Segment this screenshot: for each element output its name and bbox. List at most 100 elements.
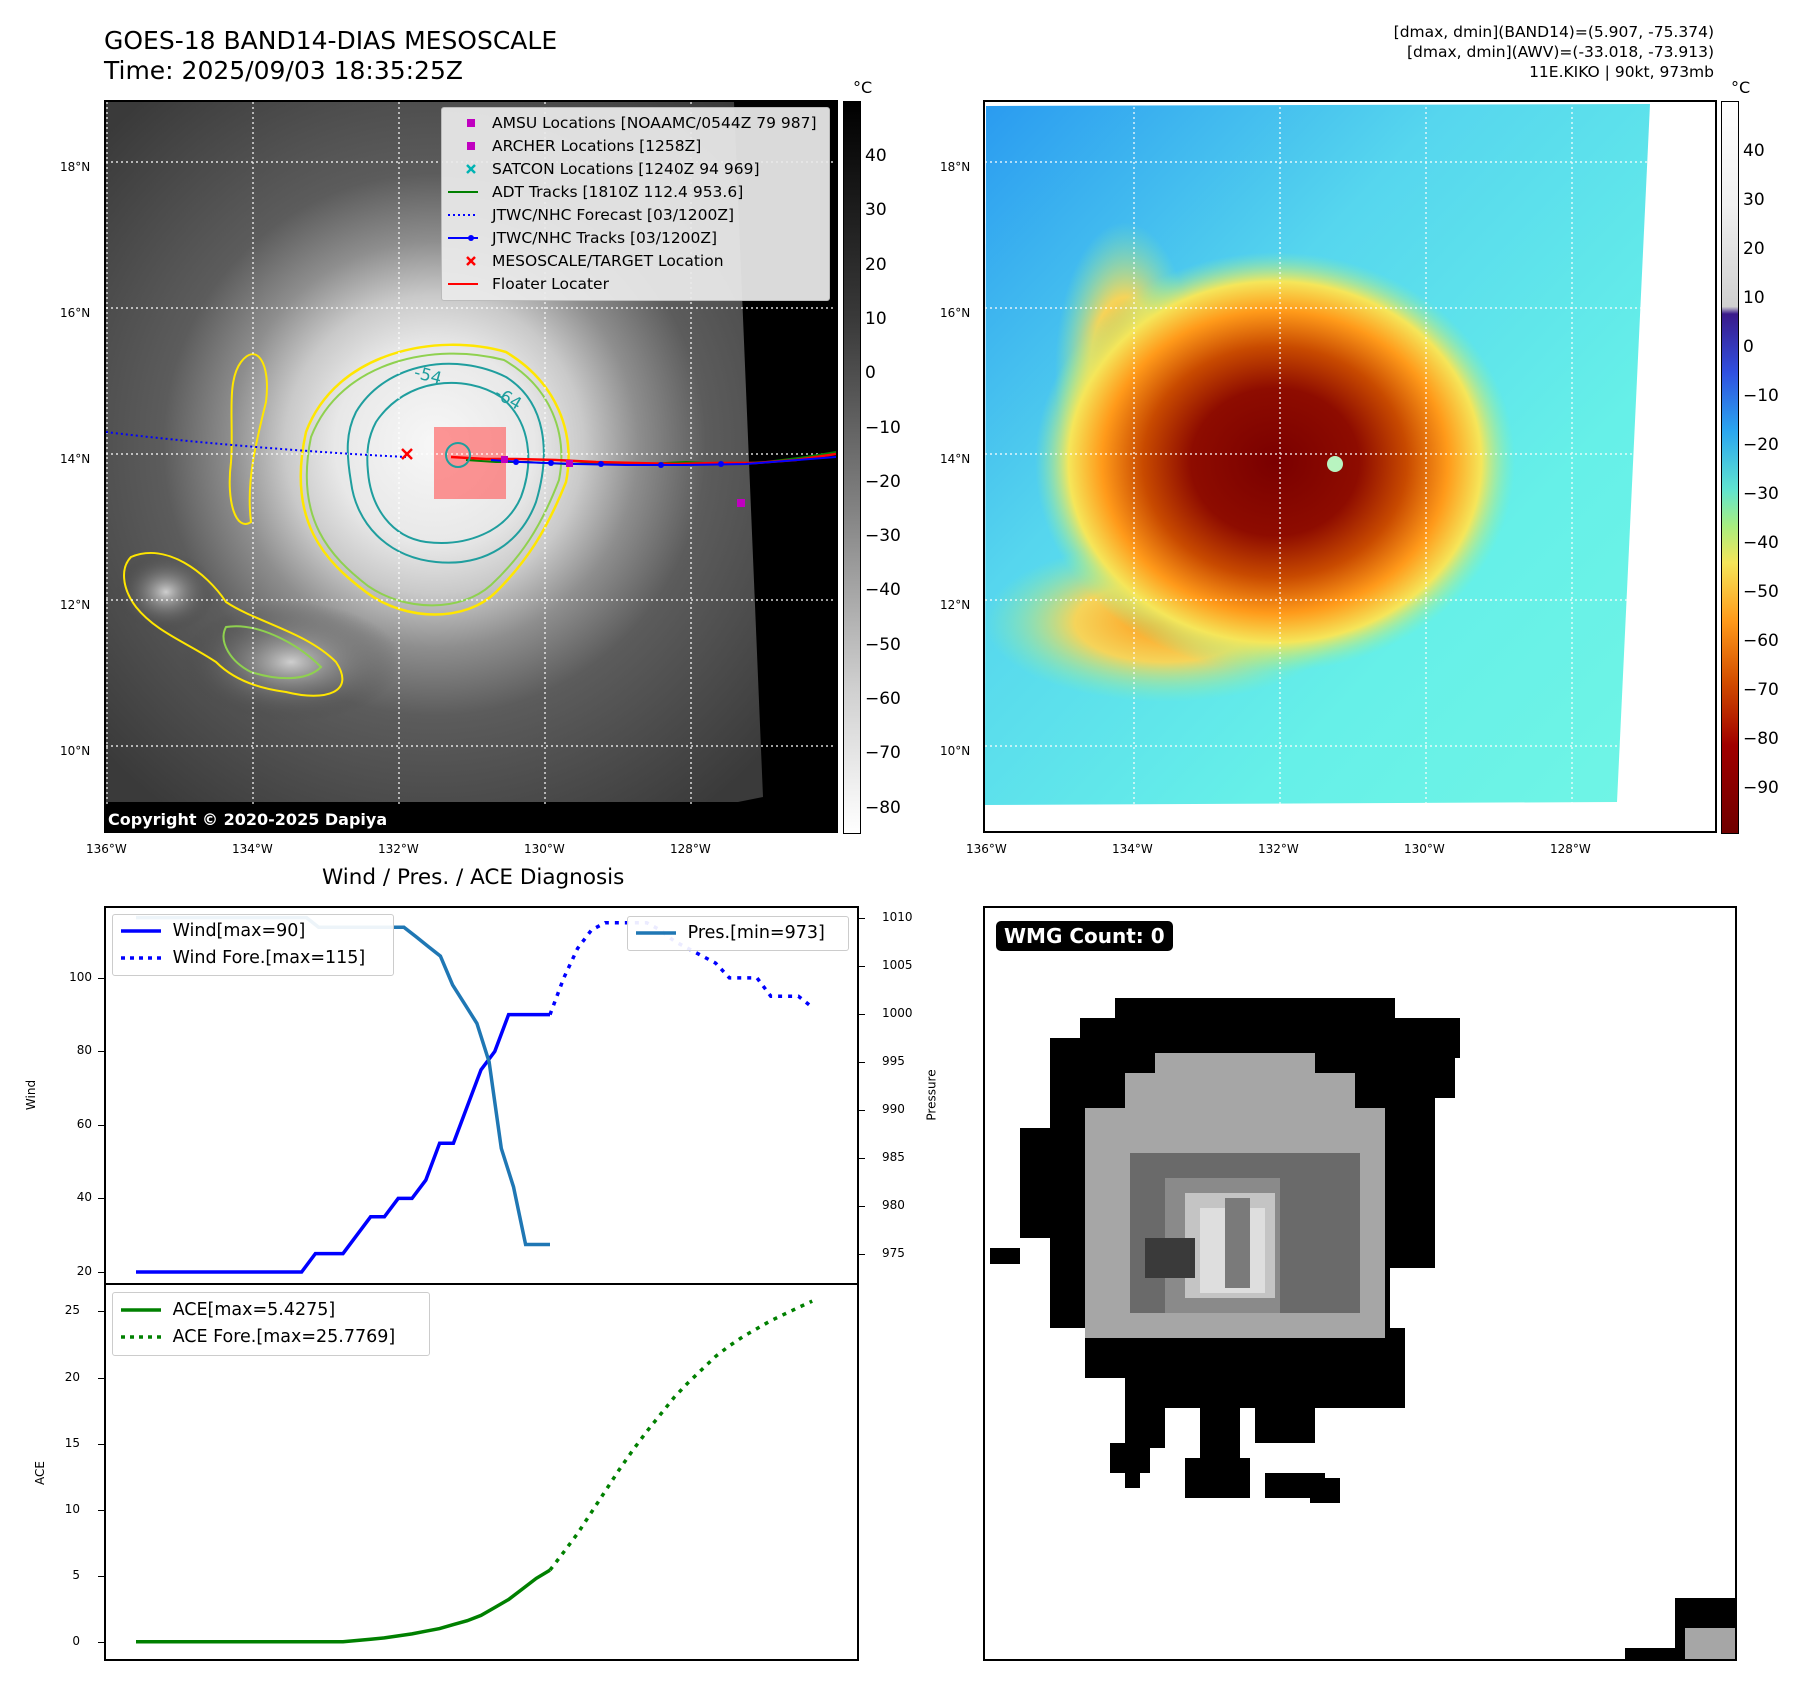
square-icon — [467, 142, 475, 150]
archer-location-marker — [566, 460, 573, 467]
colorbar-tick-label: −10 — [865, 417, 901, 438]
contour-teal-54 — [346, 362, 545, 564]
outer-band-green-sw — [222, 625, 323, 680]
wmg-pixel-block — [1125, 1073, 1355, 1113]
axis-tick-mark — [98, 977, 104, 979]
awv-lon-label: 130°W — [1404, 842, 1445, 856]
ir-lon-label: 130°W — [524, 842, 565, 856]
colorbar-tick-label: 30 — [865, 200, 887, 221]
axis-tick-mark — [859, 965, 865, 967]
ace-axis-label: ACE — [32, 1461, 47, 1485]
axis-tick-mark — [859, 1158, 865, 1159]
wmg-pixel-block — [1125, 1408, 1165, 1448]
ir-lon-label: 134°W — [232, 842, 273, 856]
wmg-pixel-block — [1625, 1648, 1675, 1659]
wmg-pixel-block — [1310, 1478, 1340, 1503]
awv-lat-label: 16°N — [940, 306, 971, 320]
axis-tick-mark — [98, 1377, 104, 1379]
ir-lat-label: 16°N — [60, 306, 91, 320]
axis-tick-label: 995 — [882, 1053, 905, 1068]
storm-info: [dmax, dmin](BAND14)=(5.907, -75.374) [d… — [1394, 22, 1714, 82]
colorbar-tick-label: −40 — [1743, 533, 1779, 553]
awv-imagery — [985, 102, 1715, 831]
jtwc-forecast-track — [106, 431, 407, 458]
awv-colorbar — [1721, 101, 1739, 834]
x-icon — [466, 164, 476, 174]
legend-label: JTWC/NHC Forecast [03/1200Z] — [492, 206, 735, 224]
wmg-pixel-block — [1425, 1048, 1455, 1098]
jtwc-track-point — [718, 461, 724, 467]
dotted-line-icon — [121, 1335, 161, 1339]
axis-tick-mark — [859, 1206, 865, 1208]
awv-lat-label: 14°N — [940, 452, 971, 466]
wind-series-line — [136, 1012, 550, 1274]
axis-tick-label: 980 — [882, 1198, 905, 1213]
colorbar-tick-label: 30 — [1743, 190, 1765, 210]
ir-lat-label: 18°N — [60, 160, 91, 174]
ir-lat-label: 12°N — [60, 598, 91, 612]
wmg-pixel-block — [1255, 1383, 1315, 1443]
wmg-pixel-block — [990, 1248, 1020, 1264]
axis-tick-label: 25 — [64, 1303, 80, 1318]
colorbar-tick-label: −80 — [865, 797, 901, 818]
axis-tick-label: 985 — [882, 1150, 905, 1164]
legend-label: Floater Locater — [492, 275, 609, 293]
axis-tick-label: 975 — [882, 1246, 905, 1261]
axis-tick-mark — [859, 917, 865, 919]
legend-label: SATCON Locations [1240Z 94 969] — [492, 160, 760, 178]
ir-legend: AMSU Locations [NOAAMC/0544Z 79 987] ARC… — [441, 107, 830, 301]
axis-tick-mark — [98, 1198, 104, 1200]
legend-label: MESOSCALE/TARGET Location — [492, 252, 724, 270]
awv-gridlines — [985, 102, 1715, 831]
axis-tick-label: 10 — [64, 1501, 80, 1516]
colorbar-tick-label: 10 — [1743, 288, 1765, 308]
colorbar-tick-label: 0 — [865, 363, 876, 384]
jtwc-track-point — [513, 459, 519, 465]
colorbar-tick-label: 40 — [1743, 141, 1765, 161]
ace-forecast-series-line — [548, 1299, 813, 1572]
colorbar-tick-label: 10 — [865, 308, 887, 329]
info-line2: [dmax, dmin](AWV)=(-33.018, -73.913) — [1407, 43, 1714, 61]
colorbar-tick-label: −30 — [1743, 484, 1779, 504]
wmg-pixel-block — [1685, 1628, 1735, 1659]
archer-location-marker — [501, 456, 508, 463]
axis-tick-mark — [98, 1051, 104, 1053]
legend-label: ADT Tracks [1810Z 112.4 953.6] — [492, 183, 744, 201]
ir-colorbar — [843, 101, 861, 834]
axis-tick-mark — [98, 1311, 104, 1313]
wmg-pixel-map — [990, 998, 1735, 1659]
contour-green-core — [305, 352, 563, 607]
axis-tick-mark — [859, 1061, 865, 1063]
jtwc-track-point — [548, 460, 554, 466]
legend-label: ACE[max=5.4275] — [172, 1300, 336, 1320]
colorbar-tick-label: −70 — [865, 743, 901, 764]
axis-tick-label: 20 — [76, 1263, 92, 1278]
wmg-pixel-block — [1185, 1458, 1250, 1498]
legend-item-ace-fore: ACE Fore.[max=25.7769] — [121, 1324, 395, 1350]
legend-item-ace: ACE[max=5.4275] — [121, 1297, 335, 1323]
colorbar-tick-label: 0 — [1743, 337, 1754, 357]
colorbar-tick-label: 20 — [865, 254, 887, 275]
awv-lon-label: 136°W — [966, 842, 1007, 856]
axis-tick-mark — [98, 1575, 104, 1577]
wmg-panel — [983, 906, 1737, 1661]
ace-legend: ACE[max=5.4275] ACE Fore.[max=25.7769] — [112, 1292, 430, 1356]
ir-lon-label: 136°W — [86, 842, 127, 856]
copyright-banner: Copyright © 2020-2025 Dapiya — [104, 807, 838, 833]
ace-series-line — [136, 1568, 551, 1644]
legend-item-pressure: Pres.[min=973] — [636, 920, 825, 946]
legend-label: Wind[max=90] — [172, 921, 306, 941]
axis-tick-label: 15 — [64, 1435, 80, 1450]
axis-tick-label: 1010 — [882, 909, 913, 924]
awv-lon-label: 132°W — [1258, 842, 1299, 856]
colorbar-tick-label: 40 — [865, 146, 887, 166]
axis-tick-label: 1000 — [882, 1005, 913, 1020]
awv-eye — [1327, 456, 1343, 472]
dotted-line-icon — [121, 956, 161, 960]
title-line1: GOES-18 BAND14-DIAS MESOSCALE — [104, 26, 558, 55]
x-icon — [466, 256, 476, 266]
info-line3: 11E.KIKO | 90kt, 973mb — [1529, 63, 1714, 81]
title-line2: Time: 2025/09/03 18:35:25Z — [104, 56, 463, 85]
jtwc-track-point — [598, 461, 604, 467]
axis-tick-mark — [98, 1271, 104, 1273]
